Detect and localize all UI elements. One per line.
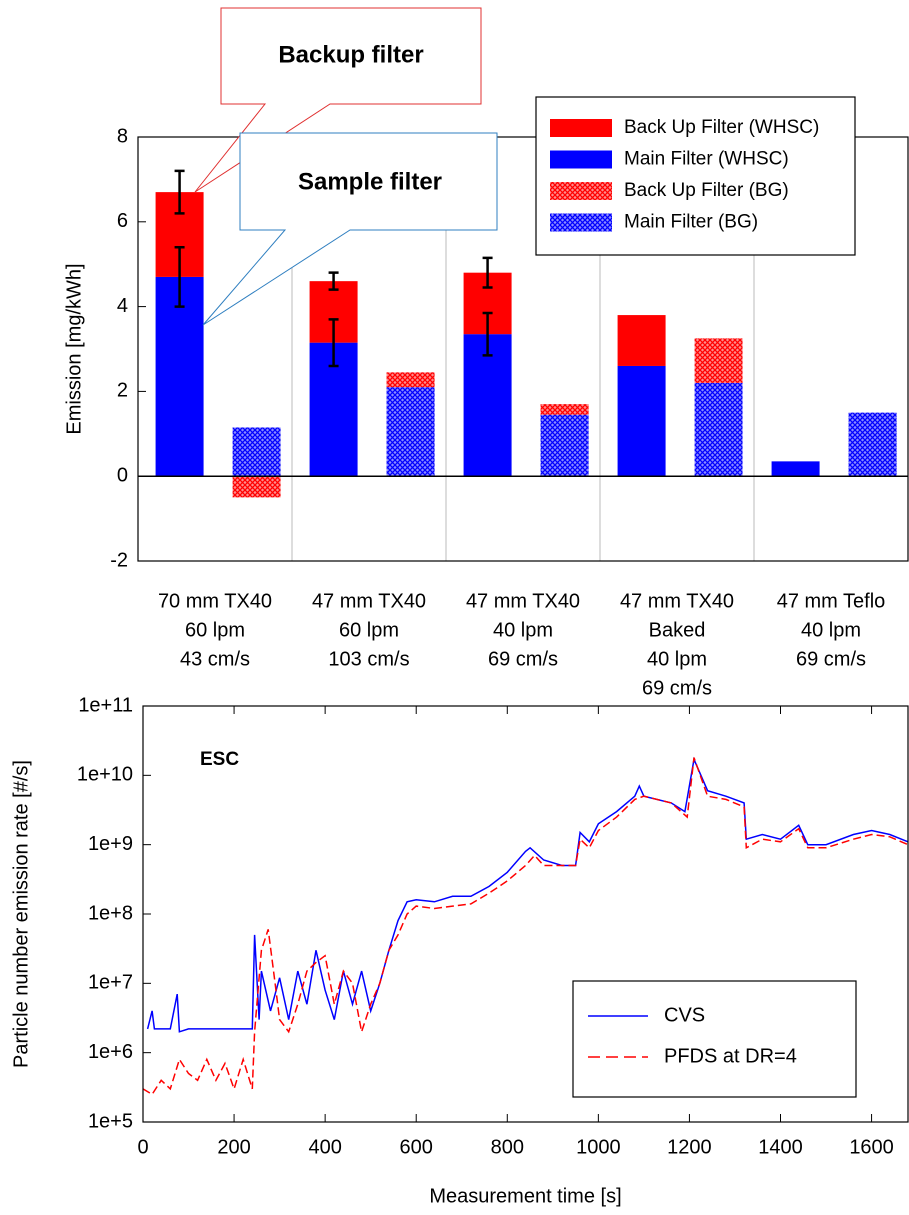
error-bar	[482, 311, 493, 357]
callout-sample	[202, 132, 498, 326]
legend-label: PFDS at DR=4	[664, 1045, 797, 1067]
x-tick-label: 70 mm TX40	[158, 590, 272, 612]
y-tick-label: 1e+6	[88, 1041, 133, 1063]
x-tick-label: 40 lpm	[493, 619, 553, 641]
y-tick-label: 1e+11	[78, 694, 133, 716]
bar-segment	[617, 315, 666, 366]
x-tick-label: 47 mm TX40	[466, 590, 580, 612]
bar-segment	[617, 365, 666, 477]
bar-segment	[463, 334, 512, 477]
y-tick-label: 1e+10	[77, 764, 133, 786]
x-tick-label: Baked	[649, 619, 706, 641]
bar-segment	[386, 387, 435, 477]
legend-label: Back Up Filter (WHSC)	[624, 117, 819, 138]
bar-segment	[232, 476, 281, 498]
annotation: Backup filter	[278, 41, 423, 68]
y-tick-label: 1e+9	[88, 833, 133, 855]
series-line	[146, 756, 909, 1033]
error-bar	[328, 271, 339, 291]
bar-segment	[771, 461, 820, 477]
plot-frame	[137, 136, 909, 562]
y-axis-label: Emission [mg/kWh]	[63, 263, 85, 434]
bar-segment	[694, 382, 743, 477]
legend-label: Main Filter (BG)	[624, 212, 758, 233]
legend-label: Main Filter (WHSC)	[624, 149, 789, 170]
plot-frame	[142, 705, 909, 1123]
legend-swatch	[550, 119, 612, 137]
y-tick-label: 8	[117, 125, 128, 147]
x-tick-label: 40 lpm	[801, 619, 861, 641]
x-tick-label: 69 cm/s	[488, 648, 558, 670]
y-tick-label: 6	[117, 210, 128, 232]
x-tick-label: 1400	[758, 1136, 803, 1158]
bar-segment	[540, 414, 589, 477]
x-tick-label: 1000	[576, 1136, 621, 1158]
x-tick-label: 43 cm/s	[180, 648, 250, 670]
legend-label: Back Up Filter (BG)	[624, 180, 789, 201]
legend-swatch	[550, 182, 612, 200]
annotation: Sample filter	[298, 168, 442, 195]
x-tick-label: 103 cm/s	[328, 648, 409, 670]
bar-segment	[848, 412, 897, 477]
x-tick-label: 47 mm Teflo	[777, 590, 886, 612]
y-tick-label: 1e+7	[88, 972, 133, 994]
bar-segment	[232, 427, 281, 477]
annotation: ESC	[200, 749, 239, 770]
legend-label: CVS	[664, 1004, 705, 1026]
x-tick-label: 69 cm/s	[642, 677, 712, 699]
x-tick-label: 800	[491, 1136, 524, 1158]
x-axis-label: Measurement time [s]	[429, 1185, 621, 1207]
error-bar	[482, 256, 493, 289]
series-line	[142, 757, 909, 1096]
x-tick-label: 1600	[849, 1136, 894, 1158]
bar-segment	[540, 404, 589, 415]
legend-swatch	[550, 150, 612, 169]
y-tick-label: 4	[117, 295, 128, 317]
y-axis-label: Particle number emission rate [#/s]	[10, 760, 32, 1068]
error-bar	[174, 245, 185, 308]
x-tick-label: 47 mm TX40	[620, 590, 734, 612]
bar-segment	[155, 276, 204, 477]
y-tick-label: 2	[117, 380, 128, 402]
x-tick-label: 400	[308, 1136, 341, 1158]
x-tick-label: 200	[217, 1136, 250, 1158]
x-tick-label: 60 lpm	[339, 619, 399, 641]
legend-swatch	[550, 213, 612, 232]
bar-segment	[694, 338, 743, 383]
x-tick-label: 47 mm TX40	[312, 590, 426, 612]
bar-segment	[386, 372, 435, 388]
x-tick-label: 0	[137, 1136, 148, 1158]
y-tick-label: 1e+5	[88, 1110, 133, 1132]
y-tick-label: 0	[117, 464, 128, 486]
y-tick-label: 1e+8	[88, 902, 133, 924]
error-bar	[328, 318, 339, 368]
x-tick-label: 40 lpm	[647, 648, 707, 670]
x-tick-label: 60 lpm	[185, 619, 245, 641]
error-bar	[174, 169, 185, 215]
y-tick-label: -2	[110, 549, 128, 571]
legend-box	[572, 980, 857, 1098]
x-tick-label: 1200	[667, 1136, 712, 1158]
x-tick-label: 69 cm/s	[796, 648, 866, 670]
x-tick-label: 600	[400, 1136, 433, 1158]
